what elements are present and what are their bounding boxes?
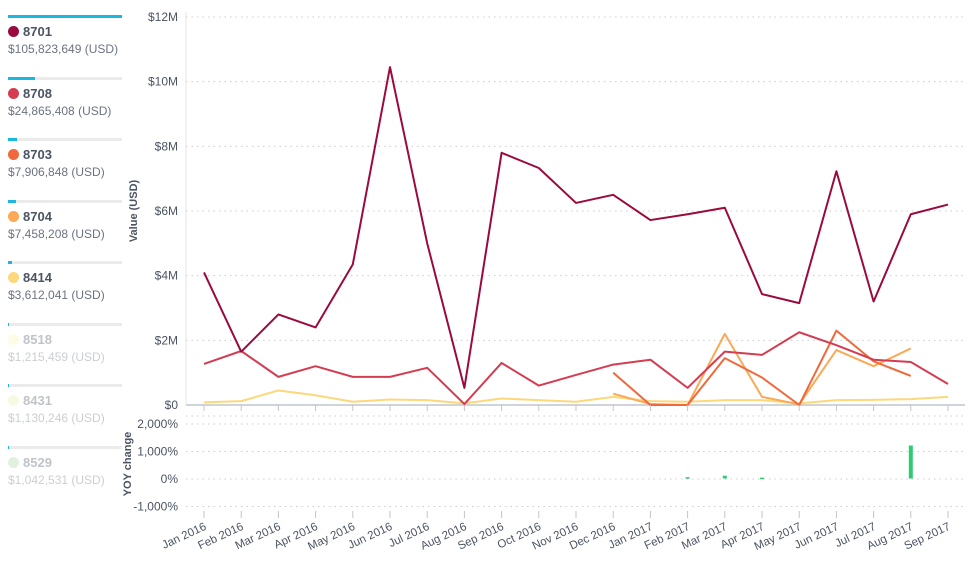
share-fill bbox=[8, 76, 35, 80]
series-color-dot bbox=[8, 333, 19, 345]
y-tick-label: $10M bbox=[148, 75, 178, 89]
yoy-bar bbox=[760, 477, 764, 480]
legend-name: 8529 bbox=[23, 454, 52, 470]
series-line-8708 bbox=[203, 331, 949, 406]
share-bar bbox=[8, 384, 122, 387]
share-fill bbox=[8, 445, 10, 449]
series-line-8414 bbox=[203, 389, 949, 405]
legend-item-8708[interactable]: 8708 $24,865,408 (USD) bbox=[8, 76, 122, 139]
share-bar bbox=[8, 15, 122, 18]
legend-item-8704[interactable]: 8704 $7,458,208 (USD) bbox=[8, 199, 122, 262]
share-fill bbox=[8, 384, 10, 387]
share-fill bbox=[8, 199, 16, 203]
legend-total: $1,215,459 (USD) bbox=[8, 349, 105, 364]
series-color-dot bbox=[8, 395, 19, 406]
legend-total: $3,612,041 (USD) bbox=[8, 288, 105, 302]
legend-total: $1,130,246 (USD) bbox=[8, 411, 105, 425]
yoy-tick-label: 1,000% bbox=[137, 445, 178, 459]
yoy-bar bbox=[685, 477, 690, 479]
share-bar bbox=[8, 199, 122, 203]
legend-name: 8414 bbox=[23, 270, 52, 285]
yoy-tick-label: 2,000% bbox=[137, 417, 178, 431]
share-bar bbox=[8, 261, 122, 264]
share-bar bbox=[8, 138, 122, 141]
series-line-8703 bbox=[612, 329, 912, 406]
share-fill bbox=[8, 15, 122, 18]
yoy-axis-label: YOY change bbox=[122, 432, 134, 497]
legend-item-8431[interactable]: 8431 $1,130,246 (USD) bbox=[8, 384, 122, 446]
legend-total: $7,906,848 (USD) bbox=[8, 165, 105, 179]
share-bar bbox=[8, 76, 122, 80]
series-color-dot bbox=[8, 26, 19, 37]
legend-name: 8518 bbox=[23, 331, 52, 347]
legend-name: 8704 bbox=[23, 208, 52, 224]
series-color-dot bbox=[8, 456, 19, 468]
y-tick-label: $0 bbox=[165, 398, 179, 412]
share-bar bbox=[8, 445, 122, 449]
share-fill bbox=[8, 261, 12, 264]
share-bar bbox=[8, 322, 122, 326]
series-color-dot bbox=[8, 87, 19, 99]
legend: 8701 $105,823,649 (USD) 8708 $24,865,408… bbox=[8, 15, 122, 507]
legend-total: $7,458,208 (USD) bbox=[8, 226, 105, 241]
yoy-tick-label: -1,000% bbox=[133, 500, 178, 514]
share-fill bbox=[8, 322, 10, 326]
y-tick-label: $2M bbox=[155, 333, 178, 347]
legend-total: $105,823,649 (USD) bbox=[8, 42, 119, 56]
legend-name: 8701 bbox=[23, 24, 52, 39]
y-tick-label: $12M bbox=[148, 10, 178, 24]
legend-item-8703[interactable]: 8703 $7,906,848 (USD) bbox=[8, 138, 122, 200]
series-line-8701 bbox=[203, 66, 949, 389]
series-color-dot bbox=[8, 272, 19, 283]
legend-name: 8708 bbox=[23, 85, 52, 101]
series-color-dot bbox=[8, 149, 19, 160]
legend-item-8518[interactable]: 8518 $1,215,459 (USD) bbox=[8, 322, 122, 385]
legend-total: $24,865,408 (USD) bbox=[8, 103, 112, 118]
yoy-tick-label: 0% bbox=[161, 472, 179, 486]
yoy-bar bbox=[722, 475, 727, 479]
yoy-bar bbox=[908, 445, 913, 479]
legend-item-8414[interactable]: 8414 $3,612,041 (USD) bbox=[8, 261, 122, 323]
series-line-8704 bbox=[612, 332, 912, 406]
legend-total: $1,042,531 (USD) bbox=[8, 472, 105, 487]
series-color-dot bbox=[8, 210, 19, 222]
share-fill bbox=[8, 138, 17, 141]
y-tick-label: $8M bbox=[155, 139, 178, 153]
y-tick-label: $6M bbox=[155, 204, 178, 218]
y-axis-label: Value (USD) bbox=[128, 179, 140, 242]
legend-item-8529[interactable]: 8529 $1,042,531 (USD) bbox=[8, 445, 122, 508]
y-tick-label: $4M bbox=[155, 269, 178, 283]
legend-item-8701[interactable]: 8701 $105,823,649 (USD) bbox=[8, 15, 122, 77]
legend-name: 8703 bbox=[23, 147, 52, 162]
legend-name: 8431 bbox=[23, 393, 52, 408]
